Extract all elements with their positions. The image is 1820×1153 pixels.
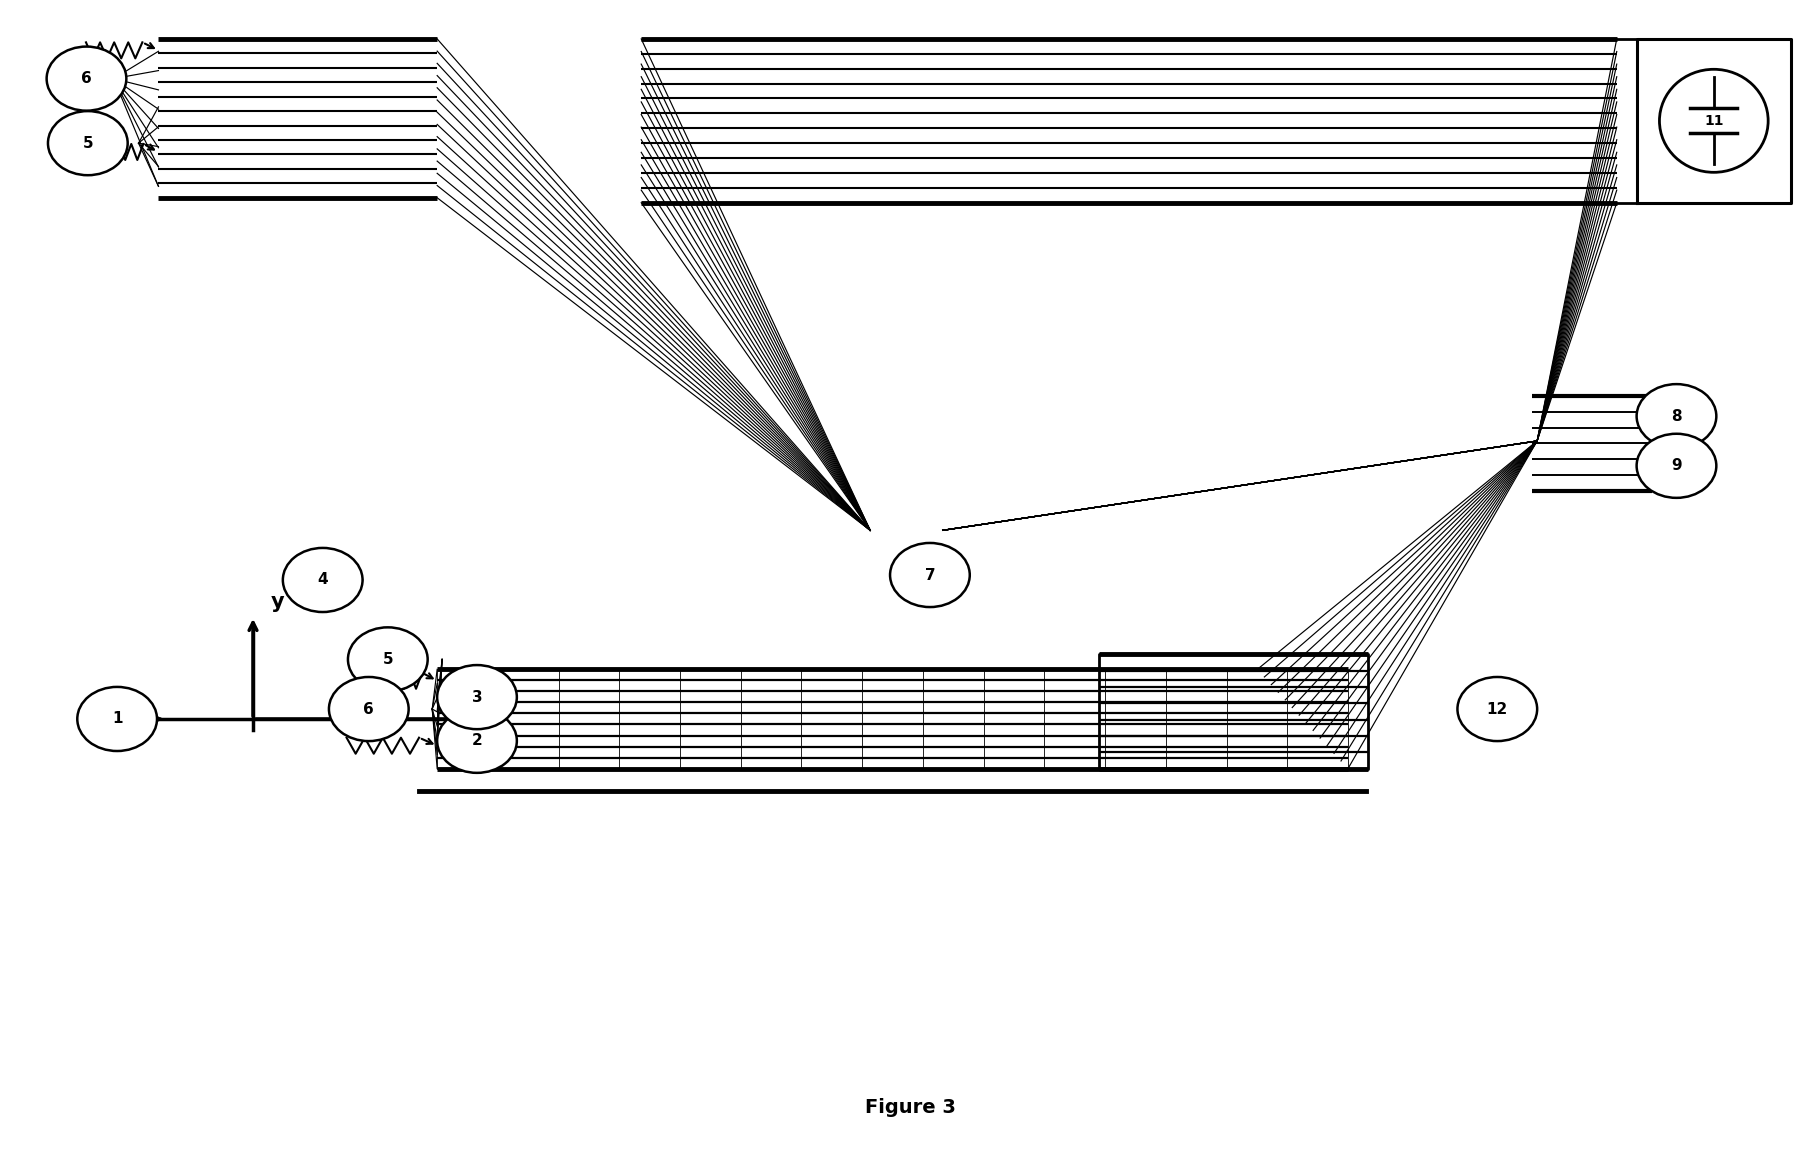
Ellipse shape — [76, 687, 157, 751]
Text: 7: 7 — [925, 567, 935, 582]
Ellipse shape — [282, 548, 362, 612]
Text: 2: 2 — [471, 733, 482, 748]
Text: 9: 9 — [1671, 458, 1682, 473]
Ellipse shape — [1636, 434, 1716, 498]
Ellipse shape — [329, 677, 410, 741]
Ellipse shape — [437, 709, 517, 773]
Text: 5: 5 — [82, 136, 93, 151]
Ellipse shape — [890, 543, 970, 608]
Text: Figure 3: Figure 3 — [864, 1098, 956, 1117]
Text: 6: 6 — [82, 71, 91, 86]
Text: 1: 1 — [111, 711, 122, 726]
Ellipse shape — [1636, 384, 1716, 449]
Text: 5: 5 — [382, 651, 393, 666]
Text: 4: 4 — [317, 573, 328, 588]
Ellipse shape — [47, 46, 126, 111]
Ellipse shape — [47, 111, 127, 175]
Text: x: x — [484, 721, 499, 740]
Ellipse shape — [437, 665, 517, 729]
Ellipse shape — [348, 627, 428, 692]
Ellipse shape — [1660, 69, 1769, 172]
Text: 12: 12 — [1487, 701, 1509, 716]
Text: 3: 3 — [471, 689, 482, 704]
Text: 6: 6 — [364, 701, 375, 716]
Ellipse shape — [1458, 677, 1538, 741]
Text: 11: 11 — [1704, 114, 1724, 128]
Text: 8: 8 — [1671, 408, 1682, 423]
Text: y: y — [271, 591, 284, 612]
